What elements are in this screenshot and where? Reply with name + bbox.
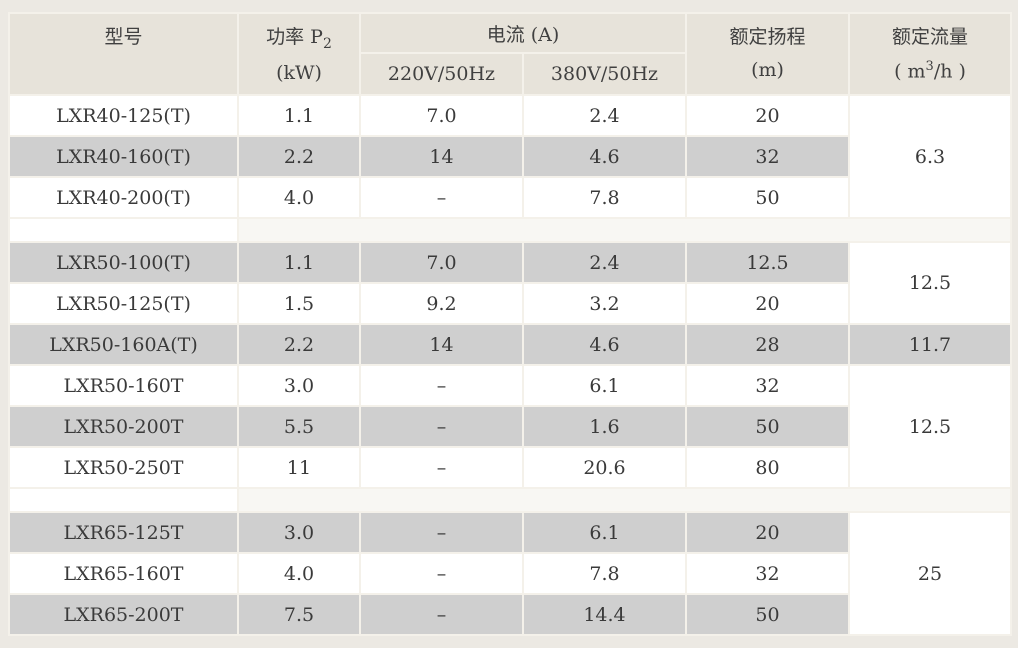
pump-spec-table: 型号 功率 P2 (kW) 电流 (A) 额定扬程 (m) 额定流量( m3/h )…	[8, 12, 1012, 636]
table-row: LXR65-200T 7.5 – 14.4 50	[8, 593, 1011, 636]
table-row: LXR50-160T 3.0 – 6.1 32 12.5	[8, 364, 1012, 489]
table-row: LXR40-125(T) 1.1 7.0 2.4 20 6.3	[8, 94, 1012, 219]
group-spacer	[8, 487, 1012, 513]
flow-cell: 12.5	[848, 364, 1012, 489]
table-row: LXR50-125(T) 1.5 9.2 3.2 20	[8, 282, 1011, 325]
table-row: LXR40-160(T) 2.2 14 4.6 32	[8, 135, 1011, 178]
header-current-380v: 380V/50Hz	[522, 52, 687, 96]
table-row: LXR50-250T 11 – 20.6 80	[8, 446, 1011, 489]
flow-cell: 6.3	[848, 94, 1012, 219]
header-rated-flow: 额定流量( m3/h )	[848, 12, 1012, 96]
flow-cell: 12.5	[848, 241, 1012, 325]
table-row: LXR65-160T 4.0 – 7.8 32	[8, 552, 1011, 595]
header-current: 电流 (A)	[359, 12, 687, 54]
group-spacer	[8, 217, 1012, 243]
table-row: LXR40-200(T) 4.0 – 7.8 50	[8, 176, 1011, 219]
header-rated-head: 额定扬程 (m)	[685, 12, 850, 96]
table-row: LXR50-160A(T) 2.2 14 4.6 28 11.7	[8, 323, 1012, 366]
flow-cell: 25	[848, 511, 1012, 636]
table-row: LXR65-125T 3.0 – 6.1 20 25	[8, 511, 1012, 636]
flow-cell: 11.7	[848, 323, 1012, 366]
table-row: LXR50-200T 5.5 – 1.6 50	[8, 405, 1011, 448]
header-power: 功率 P2 (kW)	[237, 12, 361, 96]
table-row: LXR50-100(T) 1.1 7.0 2.4 12.5 12.5	[8, 241, 1012, 325]
header-model: 型号	[8, 12, 239, 96]
header-current-220v: 220V/50Hz	[359, 52, 524, 96]
